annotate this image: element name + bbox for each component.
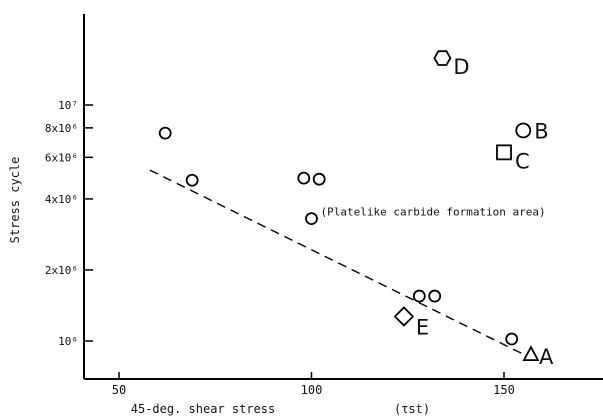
point-c-label: C bbox=[515, 149, 530, 173]
data-point bbox=[312, 172, 326, 186]
y-tick-label: 6x10⁶ bbox=[45, 151, 78, 164]
data-point bbox=[505, 332, 519, 346]
x-tick-label: 150 bbox=[493, 383, 515, 397]
labeled-points: A BC D E bbox=[393, 50, 554, 369]
y-axis-title: Stress cycle bbox=[8, 157, 22, 244]
data-point bbox=[297, 171, 311, 185]
point-e-marker bbox=[393, 306, 415, 327]
point-b-marker bbox=[515, 122, 532, 139]
data-points bbox=[158, 126, 519, 346]
y-tick-label: 10⁶ bbox=[58, 335, 78, 348]
annotations: (Platelike carbide formation area) bbox=[321, 206, 546, 219]
point-d-marker bbox=[433, 50, 452, 66]
point-d-label: D bbox=[453, 55, 469, 79]
data-point bbox=[158, 126, 172, 140]
y-tick-label: 10⁷ bbox=[58, 99, 78, 112]
y-tick-label: 8x10⁶ bbox=[45, 122, 78, 135]
data-point bbox=[185, 173, 199, 187]
x-ticks: 50 100 150 bbox=[112, 372, 515, 397]
x-tick-label: 100 bbox=[301, 383, 323, 397]
x-tick-label: 50 bbox=[112, 383, 126, 397]
y-tick-label: 4x10⁶ bbox=[45, 193, 78, 206]
axes bbox=[83, 14, 603, 380]
trend-line bbox=[149, 169, 524, 355]
x-axis-symbol: (τst) bbox=[394, 402, 430, 416]
y-tick-label: 2x10⁶ bbox=[45, 264, 78, 277]
point-a-label: A bbox=[539, 345, 554, 369]
y-ticks: 10⁶ 2x10⁶ 4x10⁶ 6x10⁶ 8x10⁶ 10⁷ bbox=[45, 99, 93, 348]
trend-line-layer bbox=[149, 169, 524, 355]
data-point bbox=[412, 289, 426, 303]
point-e-label: E bbox=[416, 316, 429, 340]
data-point bbox=[428, 289, 442, 303]
annotation-text: (Platelike carbide formation area) bbox=[321, 206, 546, 219]
point-b-label: B bbox=[534, 119, 548, 143]
x-axis-title: 45-deg. shear stress bbox=[131, 402, 276, 416]
data-point bbox=[305, 212, 318, 226]
point-c-marker bbox=[496, 144, 512, 161]
point-a-marker bbox=[522, 345, 540, 362]
